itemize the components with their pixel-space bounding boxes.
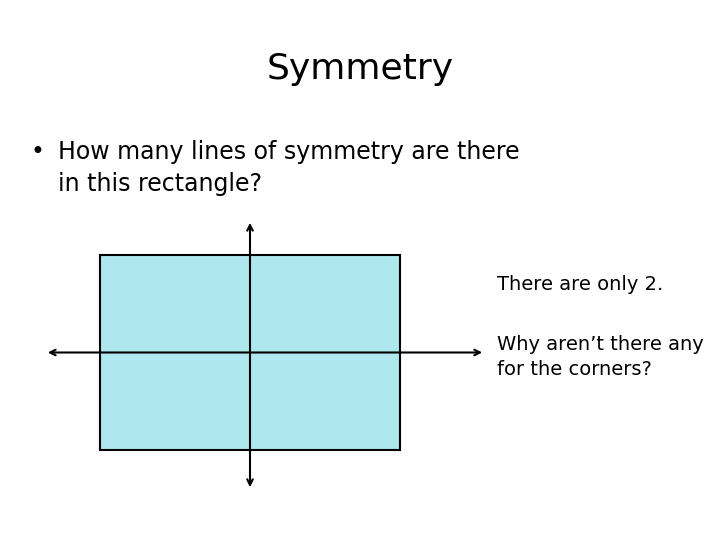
Bar (100, 255, 400, 450)
Text: How many lines of symmetry are there
in this rectangle?: How many lines of symmetry are there in … (58, 140, 520, 195)
Text: Symmetry: Symmetry (266, 52, 454, 86)
Text: Why aren’t there any
for the corners?: Why aren’t there any for the corners? (497, 335, 703, 379)
Text: There are only 2.: There are only 2. (497, 275, 663, 294)
Text: •: • (30, 140, 44, 164)
